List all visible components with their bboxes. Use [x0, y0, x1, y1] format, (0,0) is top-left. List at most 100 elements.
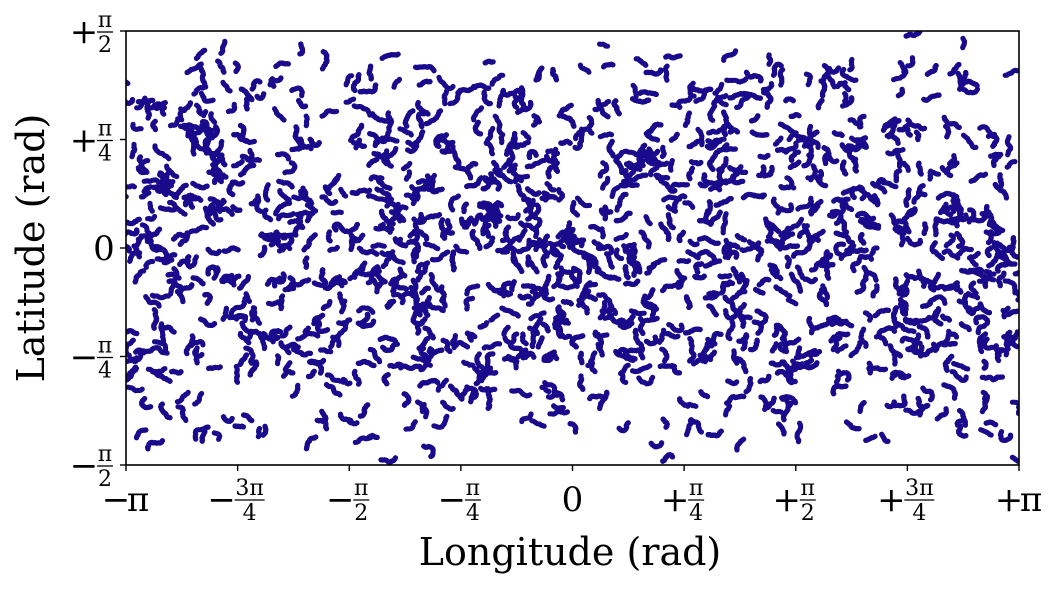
scatter-point	[289, 393, 295, 399]
scatter-point	[222, 38, 228, 44]
scatter-point	[592, 350, 598, 356]
scatter-point	[851, 268, 857, 274]
scatter-point	[114, 203, 119, 208]
scatter-point	[977, 125, 983, 131]
scatter-point	[996, 357, 1002, 364]
scatter-point	[518, 178, 524, 184]
scatter-point	[403, 176, 409, 182]
scatter-point	[360, 232, 366, 238]
scatter-point	[592, 281, 599, 287]
scatter-point	[219, 277, 225, 283]
scatter-point	[733, 48, 739, 54]
scatter-point	[599, 308, 605, 314]
scatter-point	[408, 132, 414, 138]
scatter-point	[324, 372, 330, 378]
scatter-point	[243, 345, 249, 351]
scatter-point	[149, 208, 155, 214]
scatter-point	[351, 96, 357, 102]
scatter-point	[265, 182, 271, 188]
scatter-point	[355, 381, 362, 387]
scatter-point	[815, 144, 821, 150]
scatter-point	[888, 212, 894, 218]
scatter-point	[547, 411, 553, 417]
scatter-point	[464, 291, 470, 297]
scatter-point	[150, 258, 156, 265]
scatter-point	[251, 138, 257, 144]
scatter-point	[684, 432, 690, 438]
scatter-point	[138, 126, 144, 132]
scatter-point	[400, 260, 406, 266]
scatter-point	[412, 419, 418, 425]
scatter-point	[287, 324, 293, 330]
scatter-point	[400, 166, 407, 172]
scatter-point	[450, 207, 456, 213]
scatter-point	[327, 247, 333, 253]
scatter-point	[900, 147, 906, 153]
scatter-point	[527, 392, 533, 398]
scatter-point	[162, 366, 168, 372]
scatter-point	[841, 241, 847, 247]
scatter-point	[471, 117, 477, 123]
scatter-point	[445, 249, 451, 255]
scatter-point	[444, 413, 450, 419]
scatter-point	[188, 343, 194, 349]
scatter-point	[399, 300, 405, 306]
scatter-point	[370, 243, 376, 249]
scatter-point	[975, 330, 981, 336]
scatter-point	[194, 102, 200, 108]
scatter-point	[604, 332, 610, 338]
scatter-point	[154, 256, 160, 262]
scatter-point	[326, 229, 333, 235]
scatter-point	[734, 104, 740, 110]
scatter-point	[141, 178, 147, 184]
scatter-point	[450, 139, 456, 145]
scatter-point	[905, 167, 911, 173]
scatter-point	[623, 379, 629, 385]
scatter-point	[597, 315, 603, 321]
scatter-point	[628, 308, 635, 314]
scatter-point	[167, 199, 173, 206]
scatter-point	[261, 345, 267, 352]
scatter-point	[654, 315, 660, 321]
scatter-point	[234, 379, 241, 385]
scatter-point	[119, 198, 124, 203]
scatter-point	[119, 232, 124, 237]
scatter-point	[388, 163, 394, 169]
scatter-point	[370, 309, 376, 315]
scatter-point	[951, 360, 957, 367]
scatter-point	[116, 201, 121, 206]
scatter-point	[256, 320, 263, 326]
scatter-point	[419, 408, 425, 414]
scatter-point	[183, 417, 189, 423]
scatter-point	[515, 212, 521, 218]
scatter-point	[447, 101, 453, 107]
scatter-point	[997, 228, 1003, 234]
scatter-point	[684, 182, 691, 188]
scatter-point	[281, 117, 287, 123]
scatter-point	[339, 300, 345, 306]
scatter-point	[608, 132, 615, 138]
scatter-point	[118, 199, 123, 204]
scatter-point	[464, 330, 470, 336]
scatter-point	[476, 351, 482, 357]
scatter-point	[609, 264, 615, 270]
scatter-point	[664, 77, 670, 83]
scatter-point	[286, 350, 292, 356]
scatter-point	[198, 90, 204, 96]
scatter-point	[604, 43, 611, 49]
scatter-point	[227, 88, 233, 94]
scatter-point	[960, 45, 966, 51]
scatter-point	[339, 309, 345, 315]
scatter-point	[280, 271, 286, 277]
scatter-point	[435, 246, 441, 252]
scatter-point	[120, 195, 125, 200]
scatter-point	[524, 164, 530, 170]
scatter-point	[967, 207, 973, 213]
scatter-point	[403, 205, 409, 211]
scatter-point	[275, 353, 281, 359]
scatter-point	[625, 362, 631, 368]
scatter-point	[216, 436, 222, 442]
scatter-points	[114, 31, 1019, 465]
scatter-point	[239, 158, 245, 165]
